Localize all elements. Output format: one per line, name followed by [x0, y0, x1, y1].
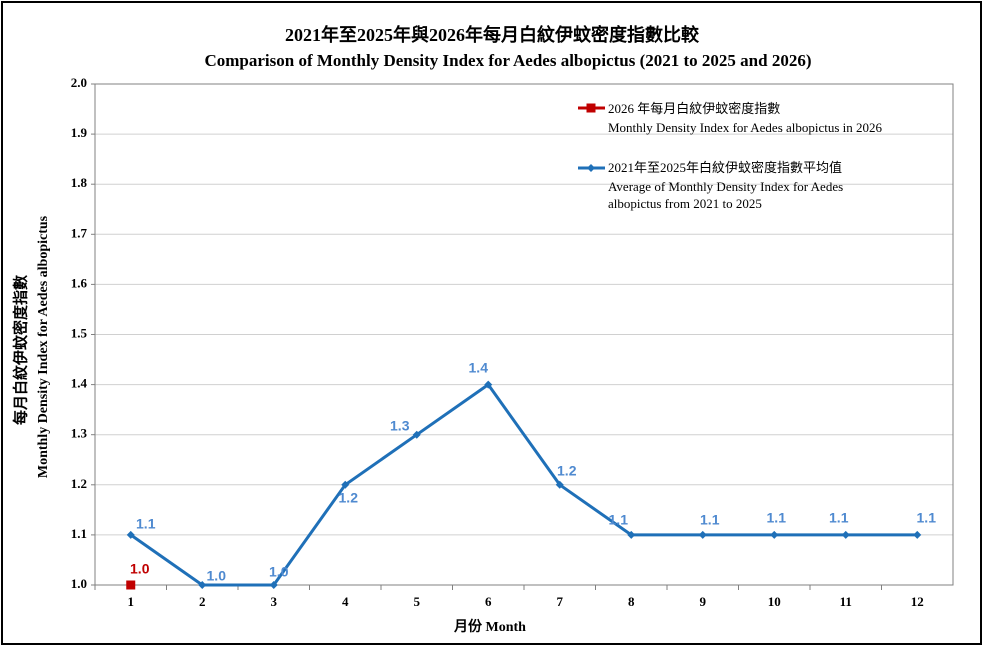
y-tick-label: 1.8: [71, 175, 88, 190]
x-tick-label: 6: [485, 594, 492, 609]
data-point: [484, 380, 493, 389]
data-point: [770, 530, 779, 539]
data-label: 1.1: [767, 510, 787, 526]
x-tick-label: 1: [128, 594, 135, 609]
data-point: [126, 580, 136, 590]
data-point: [586, 103, 596, 113]
x-tick-label: 3: [271, 594, 278, 609]
data-label: 1.1: [700, 512, 720, 528]
y-tick-label: 1.2: [71, 476, 87, 491]
legend-text-en: Monthly Density Index for Aedes albopict…: [608, 120, 883, 135]
x-tick-label: 12: [911, 594, 924, 609]
y-tick-label: 1.7: [71, 225, 88, 240]
legend-text-en: Average of Monthly Density Index for Aed…: [608, 179, 844, 211]
chart-title: 2021年至2025年與2026年每月白紋伊蚊密度指數比較: [285, 24, 700, 45]
data-point: [913, 530, 922, 539]
data-label: 1.4: [469, 359, 489, 375]
x-tick-label: 9: [700, 594, 707, 609]
x-tick-label: 2: [199, 594, 206, 609]
data-label: 1.1: [829, 510, 849, 526]
y-tick-label: 1.5: [71, 325, 88, 340]
x-tick-label: 11: [840, 594, 852, 609]
data-label: 1.0: [207, 568, 227, 584]
data-point: [412, 430, 421, 439]
y-tick-label: 1.3: [71, 426, 88, 441]
series-line: [129, 382, 918, 587]
x-tick-label: 7: [557, 594, 564, 609]
data-point: [555, 480, 564, 489]
y-tick-label: 2.0: [71, 75, 87, 90]
data-label: 1.2: [557, 463, 577, 479]
x-tick-label: 4: [342, 594, 349, 609]
y-tick-label: 1.1: [71, 526, 87, 541]
data-label: 1.0: [130, 561, 150, 577]
data-label: 1.1: [136, 516, 156, 532]
x-tick-label: 10: [768, 594, 781, 609]
data-point: [341, 480, 350, 489]
data-point: [198, 581, 207, 589]
chart-subtitle: Comparison of Monthly Density Index for …: [204, 51, 811, 70]
data-label: 1.2: [339, 490, 359, 506]
data-point: [269, 581, 278, 589]
data-point: [627, 530, 636, 539]
data-label: 1.3: [390, 417, 410, 433]
x-tick-label: 5: [414, 594, 421, 609]
data-label: 1.1: [917, 510, 937, 526]
data-label: 1.0: [269, 564, 289, 580]
y-tick-label: 1.9: [71, 125, 88, 140]
data-label: 1.1: [609, 512, 629, 528]
x-tick-label: 8: [628, 594, 635, 609]
y-tick-label: 1.6: [71, 275, 88, 290]
y-axis-label: 每月白紋伊蚊密度指數: [11, 275, 29, 425]
legend-text: 2021年至2025年白紋伊蚊密度指數平均值: [608, 160, 843, 175]
data-point: [126, 530, 135, 539]
y-tick-label: 1.4: [71, 376, 88, 391]
data-point: [698, 530, 707, 539]
y-tick-label: 1.0: [71, 576, 87, 591]
y-axis-label-en: Monthly Density Index for Aedes albopict…: [36, 215, 51, 478]
x-axis-label: 月份 Month: [453, 618, 526, 635]
data-point: [841, 530, 850, 539]
data-point: [587, 164, 595, 172]
legend-text: 2026 年每月白紋伊蚊密度指數: [608, 101, 781, 116]
